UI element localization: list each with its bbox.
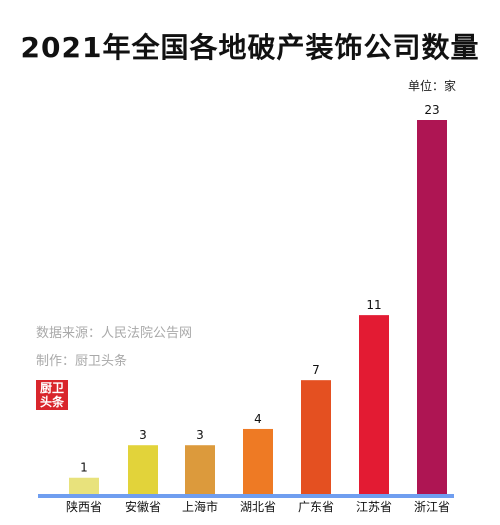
bar-value-label: 1 bbox=[80, 461, 88, 475]
category-tick-label: 江苏省 bbox=[356, 500, 392, 514]
bar-3 bbox=[185, 445, 215, 494]
bar-6 bbox=[359, 315, 389, 494]
bar-value-label: 3 bbox=[196, 428, 204, 442]
x-axis-line bbox=[38, 494, 454, 498]
logo-line-1: 厨卫 bbox=[39, 381, 64, 395]
bar-value-label: 4 bbox=[254, 412, 262, 426]
data-source-note: 数据来源：人民法院公告网 bbox=[36, 326, 193, 341]
category-tick-label: 广东省 bbox=[298, 500, 334, 514]
bar-2 bbox=[128, 445, 158, 494]
category-tick-label: 上海市 bbox=[182, 499, 218, 514]
chart-title: 2021年全国各地破产装饰公司数量 bbox=[20, 31, 480, 64]
unit-label: 单位：家 bbox=[407, 79, 456, 93]
category-tick-label: 浙江省 bbox=[414, 500, 450, 514]
bar-5 bbox=[301, 380, 331, 494]
bar-value-label: 23 bbox=[424, 103, 439, 117]
category-tick-label: 陕西省 bbox=[66, 499, 102, 514]
bar-4 bbox=[243, 428, 273, 494]
bar-value-label: 7 bbox=[312, 363, 320, 377]
author-note: 制作：厨卫头条 bbox=[36, 354, 128, 369]
bar-value-label: 11 bbox=[366, 298, 381, 312]
bar-7 bbox=[417, 120, 447, 494]
category-tick-label: 安徽省 bbox=[125, 499, 161, 514]
category-tick-label: 湖北省 bbox=[240, 499, 276, 514]
bar-value-label: 3 bbox=[139, 428, 147, 442]
brand-logo: 厨卫 头条 bbox=[36, 380, 68, 410]
bar-1 bbox=[69, 477, 99, 494]
logo-line-2: 头条 bbox=[39, 395, 64, 409]
